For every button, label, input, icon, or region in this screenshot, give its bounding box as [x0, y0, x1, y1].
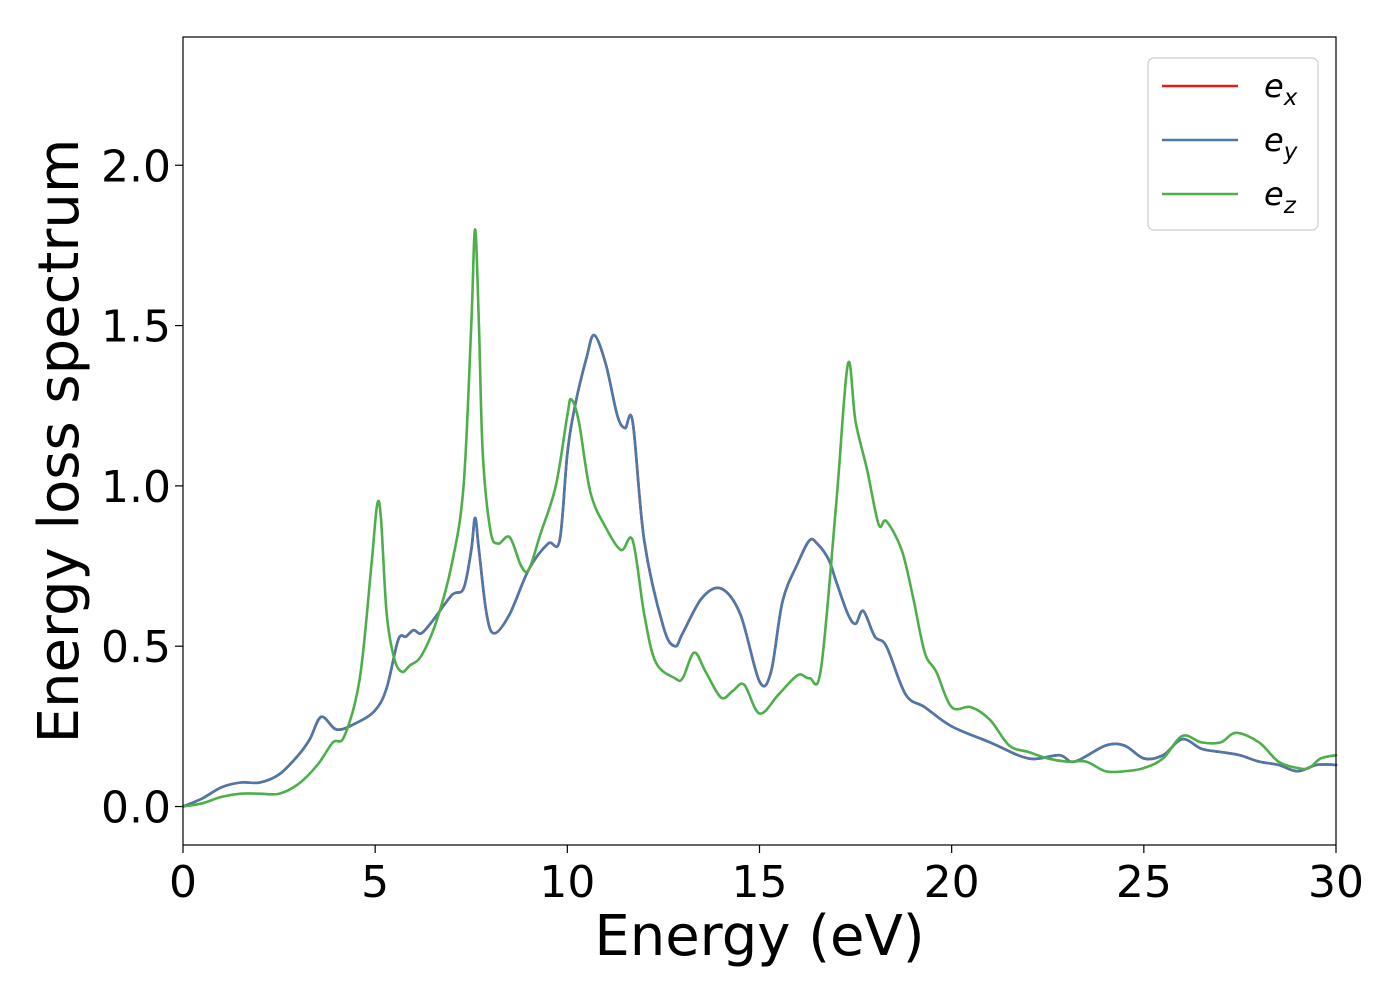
legend-label-ey: ey	[1264, 121, 1298, 165]
x-tick-label: 20	[924, 857, 980, 908]
legend-label-ez: ez	[1264, 175, 1297, 219]
y-tick-label: 0.0	[101, 783, 171, 834]
y-axis-title: Energy loss spectrum	[27, 139, 92, 744]
legend-label-subscript: z	[1283, 193, 1297, 219]
legend-label-subscript: y	[1283, 139, 1298, 165]
legend-label-base: e	[1264, 175, 1284, 213]
legend-label-subscript: x	[1283, 85, 1298, 111]
legend-label-ex: ex	[1264, 67, 1298, 111]
legend-box	[1147, 57, 1319, 231]
x-tick-label: 25	[1116, 857, 1172, 908]
y-tick-label: 0.5	[101, 622, 171, 673]
x-axis: 0 5 10 15 20 25 30	[169, 845, 1364, 908]
y-tick-label: 1.0	[101, 462, 171, 513]
x-tick-label: 0	[169, 857, 197, 908]
y-tick-label: 1.5	[101, 302, 171, 353]
series-lines	[181, 228, 1338, 808]
x-tick-label: 30	[1308, 857, 1364, 908]
legend-label-base: e	[1264, 67, 1284, 105]
x-tick-label: 5	[361, 857, 389, 908]
x-axis-title: Energy (eV)	[594, 904, 924, 969]
plot-frame	[182, 36, 1337, 846]
legend-label-base: e	[1264, 121, 1284, 159]
y-tick-label: 2.0	[101, 141, 171, 192]
x-tick-label: 15	[732, 857, 788, 908]
y-axis: 0.0 0.5 1.0 1.5 2.0	[101, 141, 183, 834]
series-line-ez	[181, 228, 1338, 808]
x-tick-label: 10	[539, 857, 595, 908]
